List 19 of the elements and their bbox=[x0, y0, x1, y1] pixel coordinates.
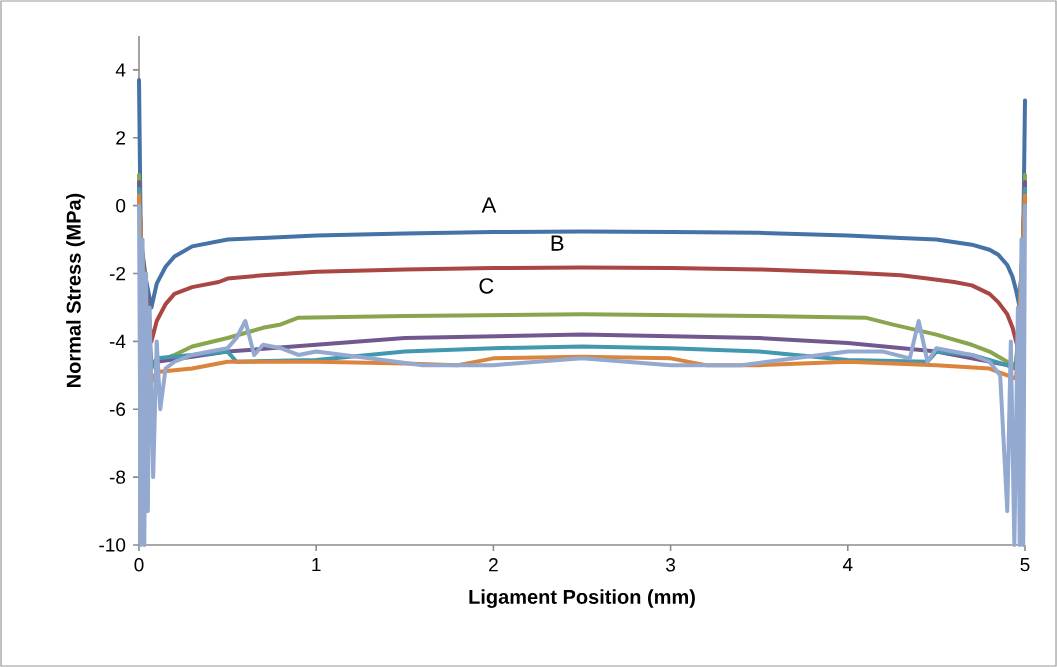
y-tick-label: -10 bbox=[99, 538, 126, 552]
y-tick-label: -2 bbox=[109, 266, 125, 281]
x-tick-label: 0 bbox=[134, 558, 144, 572]
annotation: C bbox=[479, 278, 494, 294]
x-tick-label: 5 bbox=[1020, 558, 1030, 572]
annotation: B bbox=[551, 235, 564, 251]
y-tick-label: 0 bbox=[116, 198, 126, 213]
x-tick-label: 3 bbox=[666, 558, 676, 572]
y-axis-title: Normal Stress (MPa) bbox=[66, 193, 85, 387]
x-tick-label: 1 bbox=[312, 558, 321, 572]
y-tick-label: 2 bbox=[116, 131, 125, 145]
x-tick-label: 4 bbox=[842, 558, 853, 572]
y-tick-label: -6 bbox=[109, 402, 126, 416]
y-tick-label: -4 bbox=[109, 334, 126, 348]
x-tick-label: 2 bbox=[489, 558, 498, 572]
y-tick-label: 4 bbox=[115, 63, 126, 77]
annotation: A bbox=[481, 197, 497, 213]
y-tick-label: -8 bbox=[109, 470, 126, 484]
x-axis-title: Ligament Position (mm) bbox=[469, 589, 695, 608]
